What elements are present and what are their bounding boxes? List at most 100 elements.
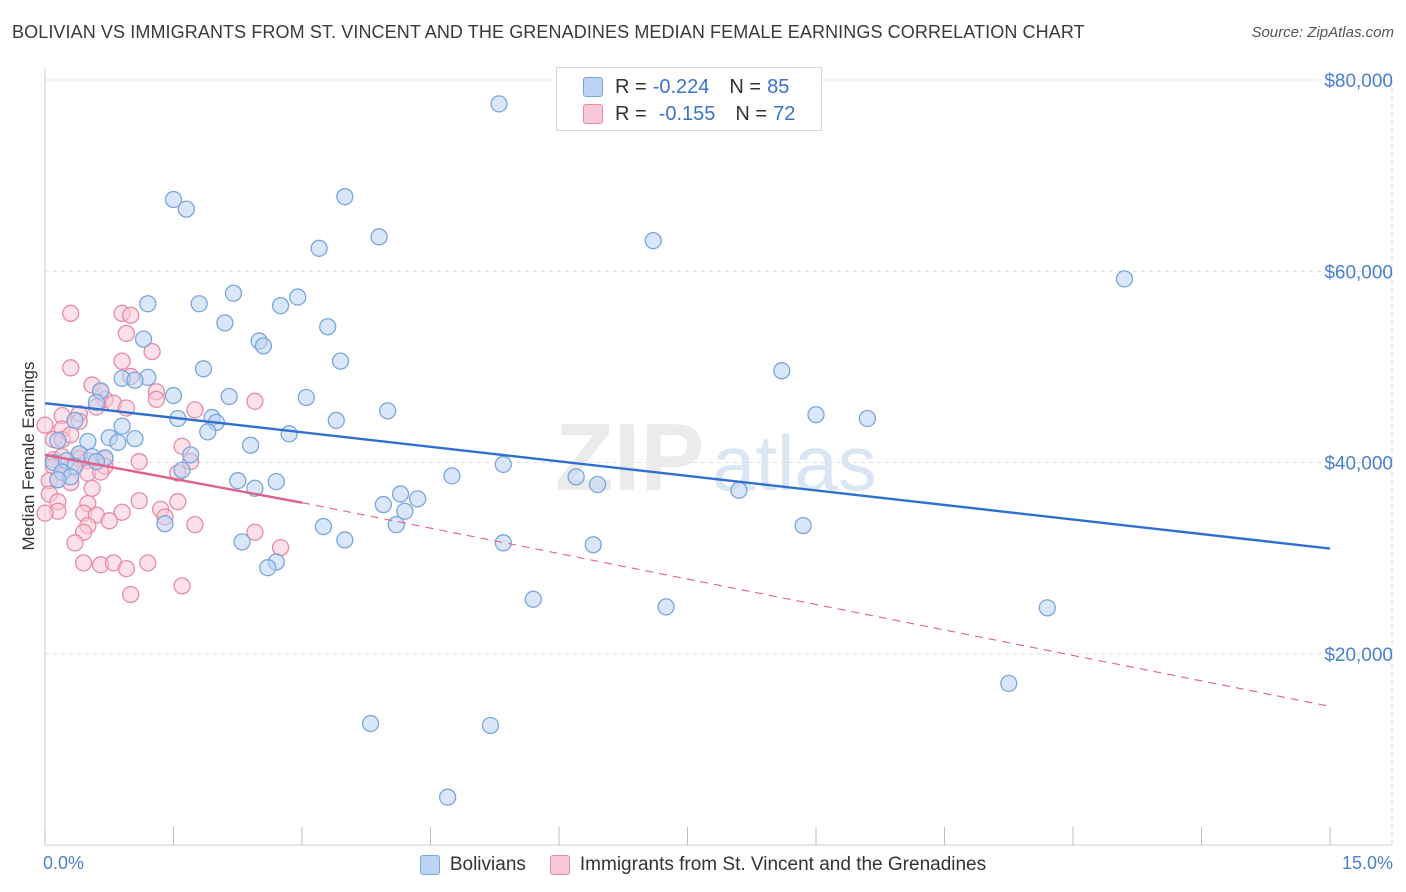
bolivians-point: [156, 515, 174, 533]
bolivians-point: [319, 318, 337, 336]
bolivians-point: [730, 481, 748, 499]
y-tick-labels: $20,000 $40,000 $60,000 $80,000: [1324, 71, 1393, 666]
legend-swatch-blue: [583, 77, 603, 97]
immigrants-point: [246, 523, 264, 541]
immigrants-point: [173, 577, 191, 595]
bolivians-point: [233, 533, 251, 551]
bolivians-point: [164, 190, 183, 209]
series-legend: Bolivians Immigrants from St. Vincent an…: [0, 852, 1406, 878]
immigrants-point: [130, 452, 148, 471]
legend-swatch-blue: [419, 855, 440, 875]
immigrants-point: [143, 342, 161, 361]
series-bolivians-points: [44, 95, 1134, 806]
bolivians-point: [164, 386, 183, 405]
bolivians-point: [794, 516, 812, 535]
bolivians-point: [584, 536, 602, 554]
bolivians-point: [391, 485, 410, 503]
bolivians-trend-line: [44, 402, 1331, 550]
immigrants-point: [186, 401, 204, 419]
bolivians-point: [297, 388, 315, 407]
immigrants-point: [147, 390, 166, 409]
bolivians-point: [336, 188, 354, 206]
bolivians-point: [310, 239, 328, 257]
bolivians-point: [331, 352, 350, 370]
legend-row-immigrants: R = -0.155 N = 72: [583, 101, 795, 127]
legend-item-bolivians[interactable]: Bolivians: [419, 854, 526, 876]
bolivians-point: [134, 330, 153, 348]
bolivians-point: [177, 200, 196, 218]
bolivians-point: [374, 495, 393, 514]
bolivians-point: [87, 393, 106, 411]
bolivians-point: [396, 502, 414, 520]
legend-label-immigrants: Immigrants from St. Vincent and the Gren…: [579, 854, 987, 875]
bolivians-point: [220, 387, 238, 406]
immigrants-point: [122, 306, 140, 324]
watermark-zip: ZIP: [555, 404, 704, 511]
legend-r-label: R =: [615, 102, 647, 125]
bolivians-point: [1115, 270, 1134, 288]
bolivians-point: [494, 534, 512, 552]
bolivians-point: [87, 452, 106, 471]
legend-n-label: N =: [729, 75, 762, 98]
bolivians-point: [267, 472, 285, 491]
chart-title: BOLIVIAN VS IMMIGRANTS FROM ST. VINCENT …: [12, 22, 1085, 42]
y-tick-label: $80,000: [1324, 71, 1393, 92]
legend-n-value: 72: [773, 102, 796, 125]
bolivians-point: [327, 411, 345, 430]
immigrants-point: [36, 504, 54, 522]
immigrants-point: [113, 503, 131, 521]
bolivians-point: [644, 231, 662, 250]
bolivians-point: [443, 467, 461, 485]
x-tick-label: 15.0%: [1342, 853, 1393, 873]
immigrants-point: [36, 416, 54, 434]
bolivians-point: [588, 475, 607, 494]
y-axis-label: Median Female Earnings: [19, 362, 38, 551]
x-tick-label: 0.0%: [43, 853, 84, 873]
bolivians-point: [271, 297, 290, 315]
legend-swatch-pink: [583, 104, 603, 124]
immigrants-point: [117, 324, 136, 343]
bolivians-point: [194, 360, 213, 378]
legend-item-immigrants[interactable]: Immigrants from St. Vincent and the Gren…: [549, 854, 987, 876]
immigrants-point: [83, 479, 101, 497]
immigrants-point: [169, 493, 187, 511]
bolivians-point: [139, 295, 157, 313]
watermark: ZIP atlas: [555, 404, 877, 511]
bolivians-point: [524, 590, 542, 608]
y-tick-label: $40,000: [1324, 454, 1393, 475]
bolivians-point: [113, 417, 131, 435]
y-tick-label: $20,000: [1324, 645, 1393, 666]
immigrants-point: [271, 538, 290, 557]
bolivians-point: [49, 471, 67, 489]
bolivians-point: [858, 409, 877, 428]
immigrants-point: [100, 512, 118, 530]
y-tick-label: $60,000: [1324, 262, 1393, 283]
immigrants-point: [66, 534, 84, 552]
bolivians-point: [259, 559, 277, 577]
bolivians-point: [181, 446, 200, 464]
legend-n-label: N =: [735, 102, 768, 125]
immigrants-trend-extension: [301, 502, 1331, 707]
bolivians-point: [66, 411, 84, 430]
bolivians-point: [199, 423, 217, 441]
bolivians-point: [387, 516, 405, 534]
bolivians-point: [314, 517, 333, 536]
legend-n-value: 85: [767, 75, 790, 98]
immigrants-point: [122, 585, 140, 604]
bolivians-point: [109, 433, 127, 452]
immigrants-point: [130, 492, 148, 510]
immigrants-point: [74, 554, 93, 572]
bolivians-point: [224, 284, 243, 302]
legend-row-bolivians: R = -0.224 N = 85: [583, 74, 789, 100]
bolivians-point: [1000, 674, 1018, 693]
bolivians-point: [773, 362, 791, 380]
bolivians-point: [216, 314, 234, 332]
bolivians-point: [49, 431, 67, 450]
source-note: Source: ZipAtlas.com: [1251, 24, 1394, 41]
bolivians-point: [280, 425, 298, 443]
correlation-legend: R = -0.224 N = 85 R = -0.155 N = 72: [556, 67, 822, 131]
immigrants-trend-line: [44, 453, 303, 504]
legend-r-value: -0.155: [658, 102, 716, 125]
bolivians-point: [567, 468, 585, 486]
legend-r-label: R =: [615, 75, 647, 98]
